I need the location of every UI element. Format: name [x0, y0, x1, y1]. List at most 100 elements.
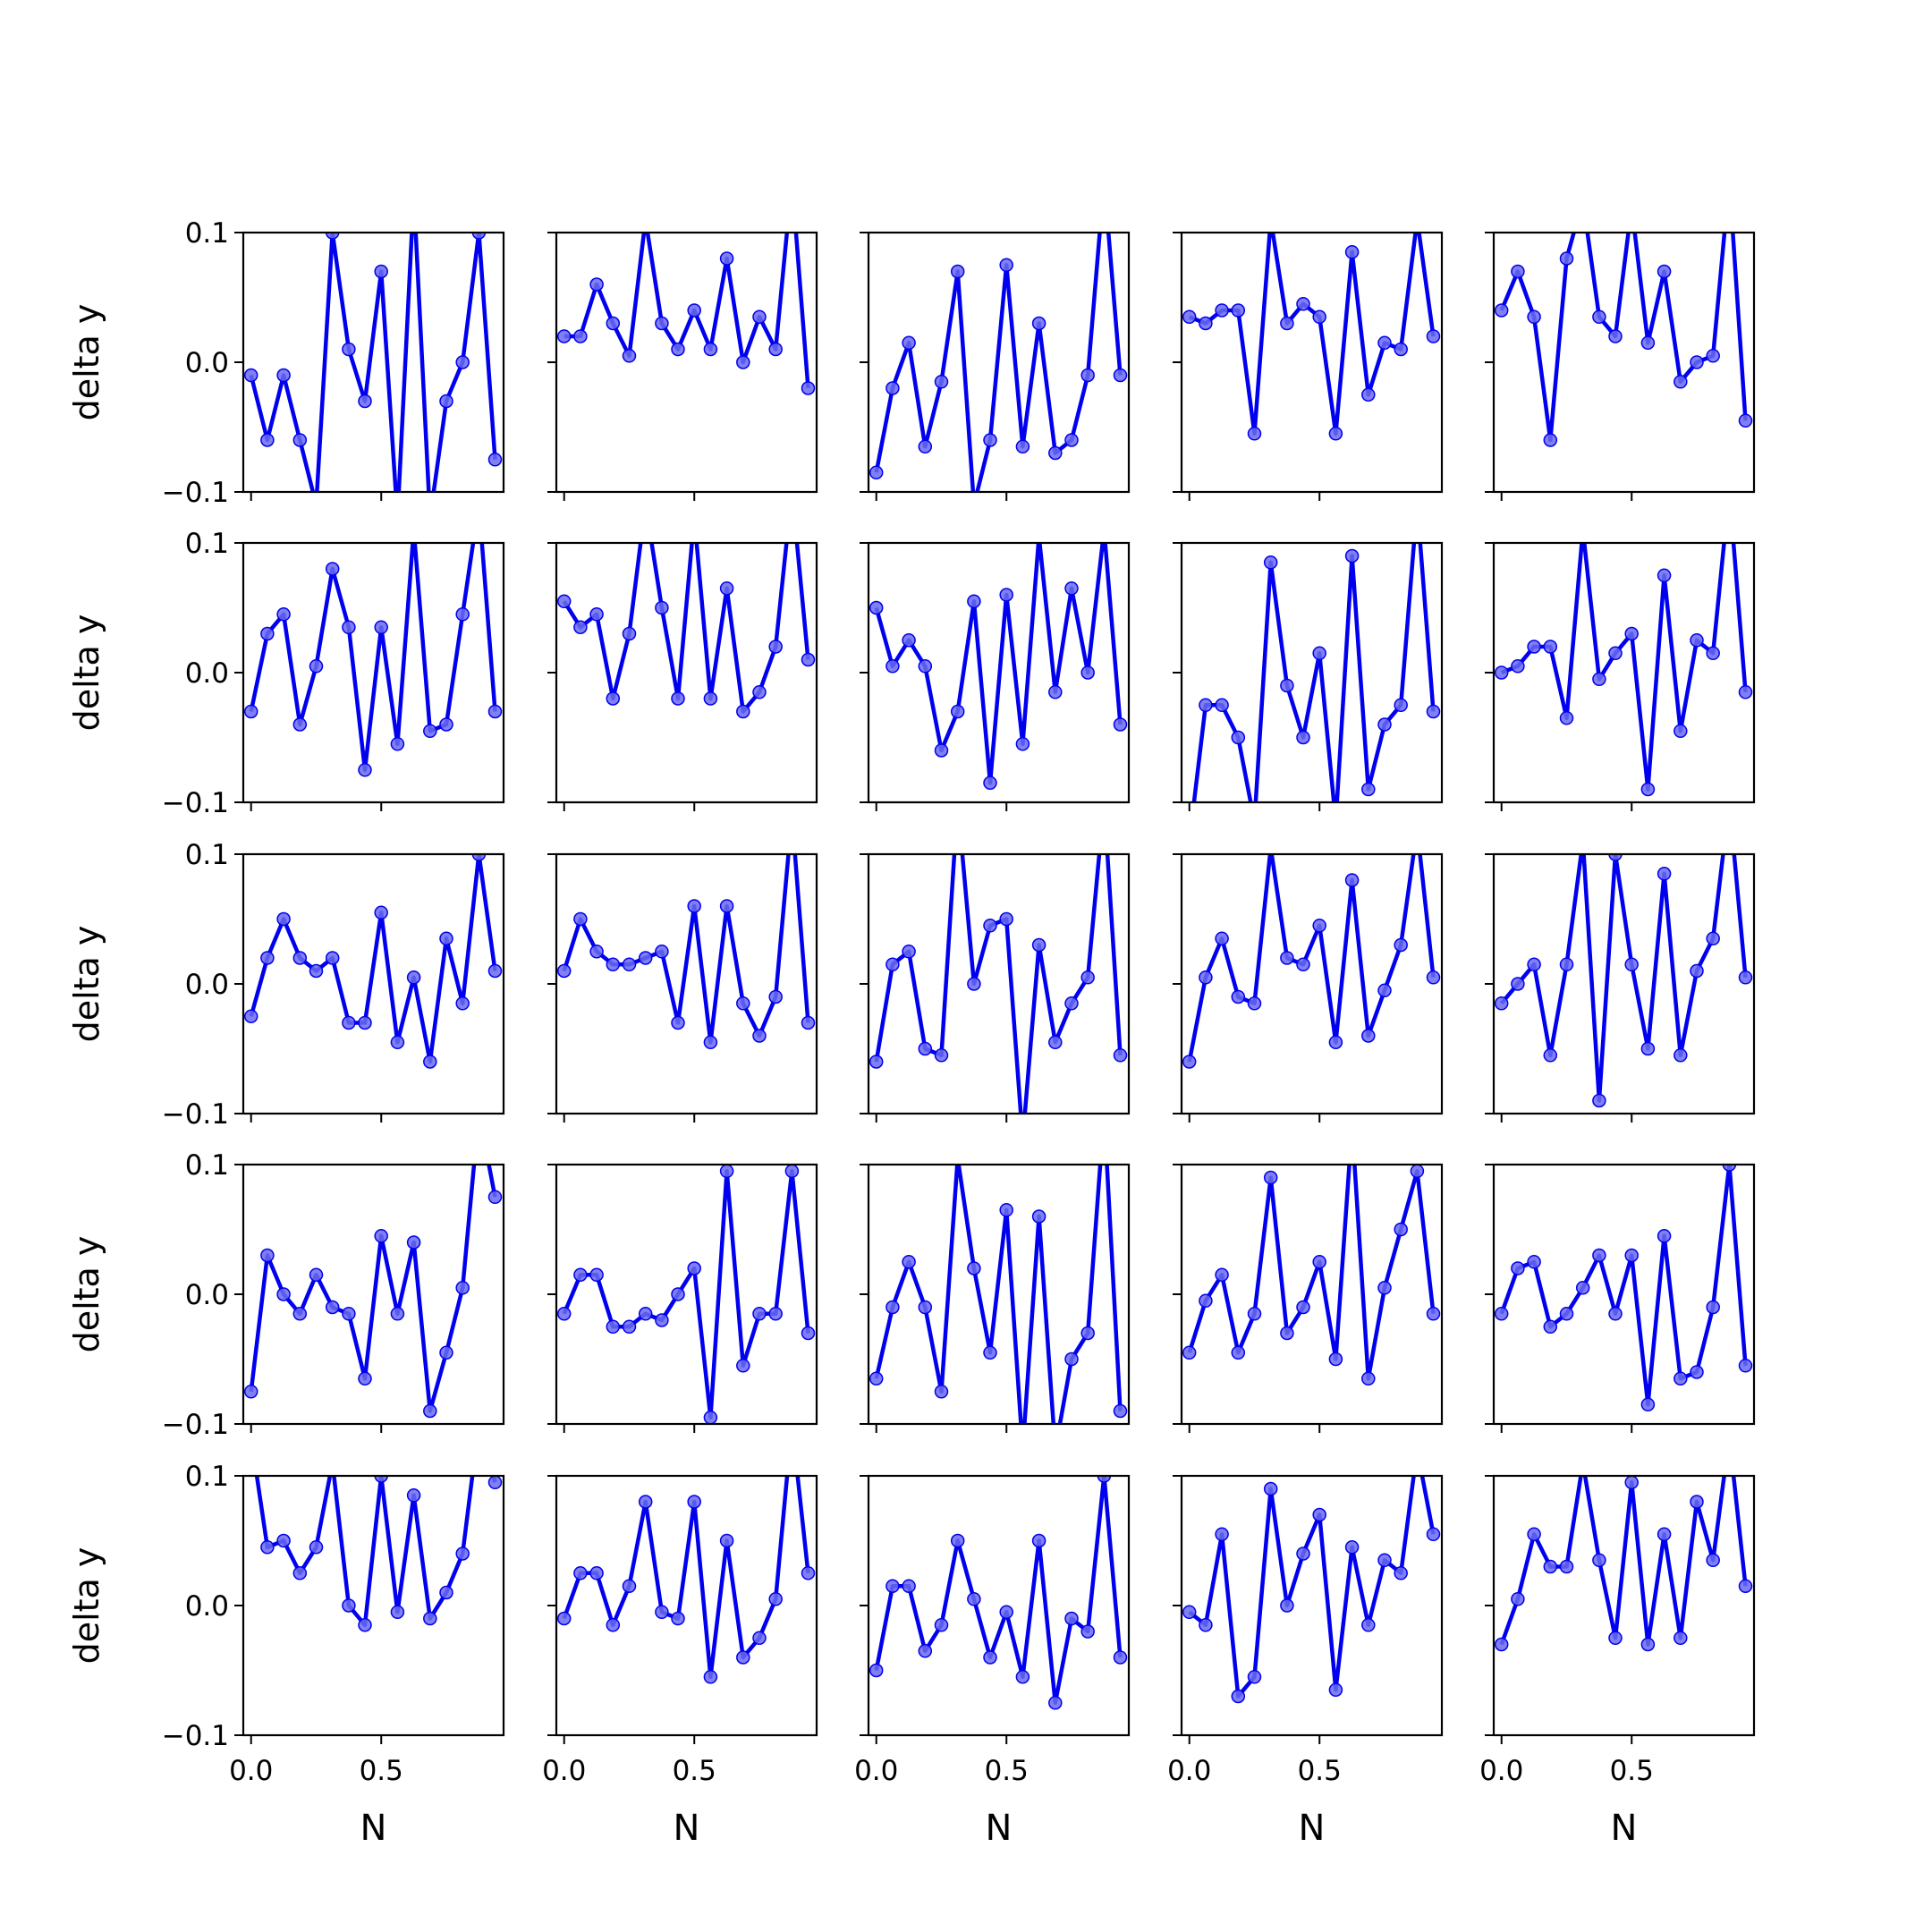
- data-point: [1674, 1631, 1688, 1646]
- data-point: [886, 381, 900, 395]
- data-point: [1182, 1605, 1197, 1620]
- x-axis-label: N: [1611, 1808, 1638, 1849]
- data-point: [622, 957, 637, 972]
- data-point: [556, 594, 572, 609]
- data-point: [1361, 782, 1376, 797]
- data-point: [1575, 1281, 1590, 1295]
- data-point: [1527, 957, 1541, 972]
- x-tick-label: 0.0: [1167, 1755, 1211, 1787]
- series-line: [1187, 854, 1436, 1063]
- data-point: [1543, 640, 1558, 654]
- data-point: [1328, 1682, 1343, 1698]
- data-point: [886, 1300, 900, 1315]
- series-line: [249, 233, 497, 492]
- data-point: [1657, 264, 1672, 279]
- data-point: [471, 854, 487, 861]
- data-point: [390, 1307, 405, 1321]
- panel-r3-c1: −0.1 0.0 0.1 delta y: [67, 839, 505, 1131]
- data-point: [606, 691, 621, 706]
- data-point: [1080, 665, 1095, 680]
- data-point: [439, 931, 453, 946]
- data-point: [374, 1476, 388, 1483]
- data-point: [1080, 1624, 1095, 1639]
- data-point: [1527, 309, 1541, 325]
- data-point: [1592, 1248, 1606, 1263]
- series-line: [564, 233, 810, 389]
- data-point: [455, 996, 470, 1011]
- data-point: [1064, 433, 1079, 447]
- data-point: [886, 957, 900, 972]
- data-point: [292, 1307, 308, 1321]
- data-point: [556, 963, 572, 979]
- data-point: [1674, 1371, 1688, 1386]
- y-tick-label: 0.1: [185, 839, 229, 871]
- panel-r2-c4: [1173, 541, 1444, 811]
- data-point: [752, 1307, 767, 1321]
- data-point: [655, 1313, 669, 1327]
- data-point: [1426, 970, 1441, 985]
- y-tick-label: −0.1: [162, 787, 229, 819]
- data-point: [1080, 970, 1095, 985]
- x-axis-label: N: [674, 1808, 700, 1849]
- data-point: [999, 1605, 1013, 1620]
- data-point: [983, 433, 997, 447]
- x-tick-label: 0.5: [360, 1755, 403, 1787]
- data-point: [1215, 1267, 1229, 1283]
- data-point: [622, 1579, 637, 1594]
- data-point: [1394, 937, 1408, 953]
- x-tick-label: 0.5: [1610, 1755, 1654, 1787]
- panel-r4-c1: −0.1 0.0 0.1 delta y: [67, 1149, 505, 1441]
- data-point: [589, 277, 604, 292]
- data-point: [1377, 1553, 1392, 1568]
- panel-r3-c3: [860, 852, 1131, 1123]
- data-point: [358, 1371, 372, 1386]
- series-line: [1188, 233, 1436, 436]
- data-point: [325, 562, 340, 576]
- x-tick-label: 0.5: [1298, 1755, 1342, 1787]
- y-tick-label: 0.0: [185, 1590, 229, 1623]
- data-point: [934, 1618, 949, 1632]
- panel-r1-c2: [547, 231, 818, 501]
- panel-r5-c5: 0.0 0.5 N: [1479, 1474, 1756, 1849]
- y-tick-label: −0.1: [162, 1098, 229, 1131]
- x-tick-label: 0.5: [673, 1755, 716, 1787]
- data-point: [276, 1533, 291, 1548]
- data-point: [1199, 1618, 1213, 1632]
- panel-r1-c3: [860, 231, 1131, 501]
- data-point: [471, 233, 487, 240]
- plot-area: [869, 1165, 1128, 1424]
- data-point: [934, 743, 949, 758]
- data-point: [1199, 1293, 1213, 1309]
- data-point: [752, 1631, 767, 1646]
- data-point: [406, 1488, 421, 1503]
- data-point: [455, 1546, 470, 1561]
- panel-r4-c5: [1485, 1163, 1756, 1433]
- data-point: [671, 691, 685, 706]
- panel-r5-c4: 0.0 0.5 N: [1167, 1474, 1444, 1849]
- data-point: [1328, 1352, 1343, 1367]
- data-point: [1494, 1307, 1509, 1321]
- data-point: [671, 1015, 685, 1030]
- data-point: [374, 905, 388, 920]
- data-point: [1410, 1165, 1425, 1179]
- data-point: [1031, 1209, 1046, 1224]
- plot-area: [1182, 854, 1441, 1069]
- data-point: [1113, 1048, 1128, 1063]
- data-point: [1296, 1546, 1310, 1561]
- data-point: [719, 1165, 734, 1179]
- series-line: [1500, 543, 1748, 792]
- data-point: [1247, 1670, 1262, 1684]
- y-tick-label: 0.0: [185, 969, 229, 1001]
- data-point: [1312, 1255, 1326, 1269]
- data-point: [1511, 977, 1525, 991]
- data-point: [671, 1287, 685, 1301]
- data-point: [1182, 1345, 1197, 1360]
- data-point: [243, 1009, 258, 1024]
- data-point: [243, 704, 258, 719]
- data-point: [1559, 711, 1574, 725]
- data-point: [1377, 335, 1392, 351]
- y-tick-label: 0.0: [185, 1279, 229, 1311]
- data-point: [487, 453, 503, 467]
- data-point: [1064, 996, 1079, 1011]
- data-point: [902, 1579, 916, 1594]
